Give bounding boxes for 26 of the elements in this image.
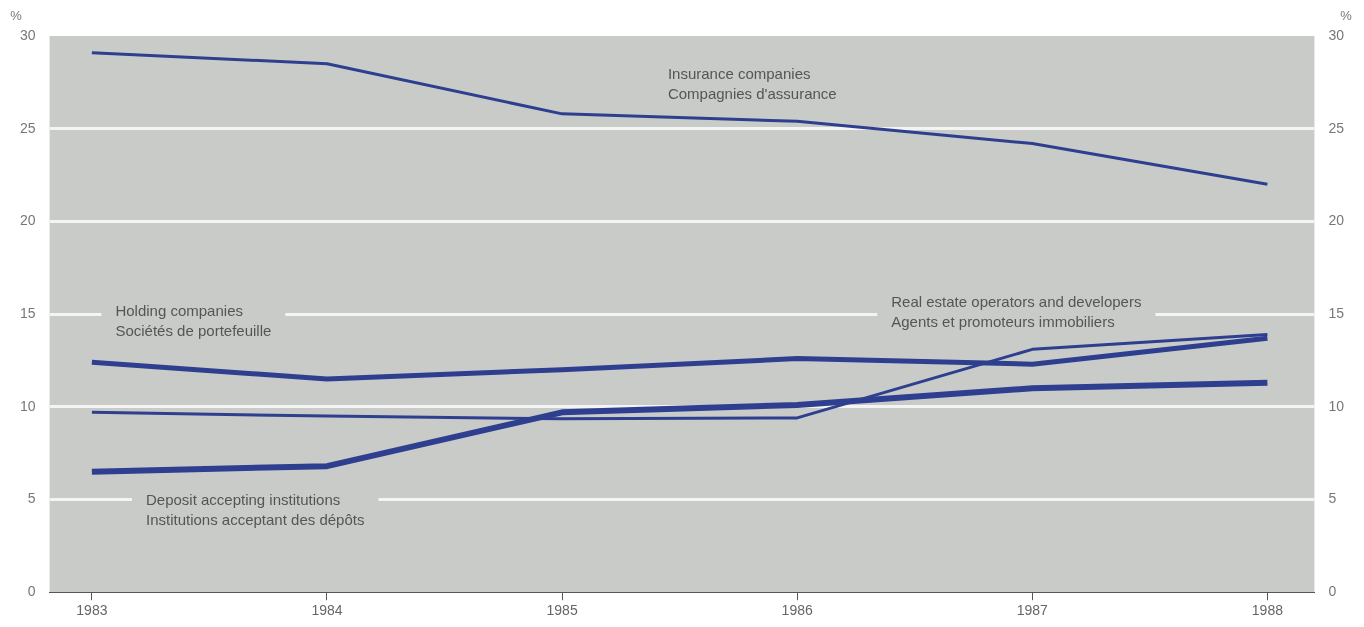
series-label: Deposit accepting institutions Institutions acceptant des dépôts xyxy=(145,491,365,529)
x-tick-label: 1988 xyxy=(1251,602,1284,619)
x-tick-label: 1986 xyxy=(781,602,813,619)
series-label: Holding companies Sociétés de portefeuille xyxy=(115,302,272,340)
y2-tick-label: 5 xyxy=(1328,490,1337,507)
x-tick-label: 1984 xyxy=(311,602,343,619)
y-tick-label: 30 xyxy=(19,26,36,43)
y2-tick-label: 10 xyxy=(1328,397,1345,414)
series-label: Real estate operators and developers Agents et promoteurs immobiliers xyxy=(891,293,1142,331)
y2-tick-label: 30 xyxy=(1328,26,1345,43)
y2-tick-label: 20 xyxy=(1328,212,1345,229)
y-tick-label: 15 xyxy=(19,304,36,321)
y-tick-label: 25 xyxy=(19,119,36,136)
x-tick-label: 1987 xyxy=(1016,602,1049,619)
y-tick-label: 10 xyxy=(19,397,36,414)
y-tick-label: 0 xyxy=(27,583,36,600)
x-tick-label: 1983 xyxy=(76,602,108,619)
y2-axis-title: % xyxy=(1340,8,1353,23)
y2-tick-label: 25 xyxy=(1328,119,1345,136)
y-axis-title: % xyxy=(10,8,23,23)
x-tick-label: 1985 xyxy=(546,602,578,619)
y2-tick-label: 15 xyxy=(1328,304,1345,321)
y-tick-label: 20 xyxy=(19,212,36,229)
y2-tick-label: 0 xyxy=(1328,583,1337,600)
series-label: Insurance companies Compagnies d'assurance xyxy=(667,65,837,103)
y-tick-label: 5 xyxy=(27,490,36,507)
